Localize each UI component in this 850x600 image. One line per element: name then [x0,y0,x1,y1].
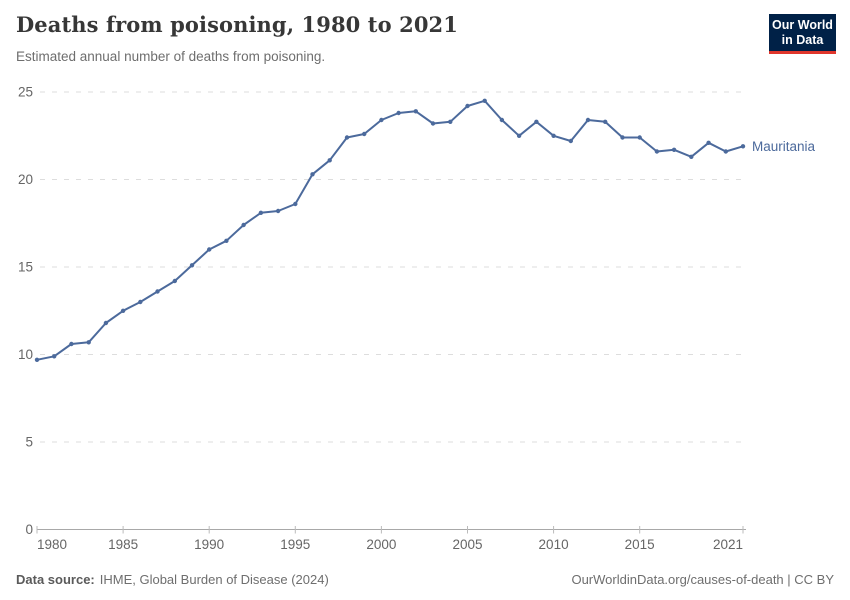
data-point [568,138,573,144]
data-point [430,121,436,126]
data-point [413,109,418,114]
data-point [671,147,677,152]
data-point [120,308,126,313]
data-point [293,201,298,207]
data-point [327,158,332,163]
data-point [138,299,143,305]
data-point [241,222,246,228]
y-tick-label: 20 [18,172,33,187]
x-tick-label: 1995 [280,537,310,552]
x-tick-label: 2010 [539,537,569,552]
data-point [189,263,195,268]
data-point [723,149,728,154]
chart-title: Deaths from poisoning, 1980 to 2021 [16,12,458,37]
data-point [86,340,91,345]
data-point [706,140,711,145]
data-point [620,135,625,140]
owid-logo-line2: in Data [781,33,824,47]
y-tick-label: 0 [25,522,33,537]
owid-logo-line1: Our World [772,18,833,32]
y-tick-label: 10 [18,347,33,362]
y-tick-label: 25 [18,85,33,100]
x-tick-label: 2000 [366,537,396,552]
data-point [585,117,591,123]
data-point [551,133,556,138]
data-point [740,144,746,149]
series-entity-label: Mauritania [752,139,816,154]
data-point [258,210,264,215]
chart-subtitle: Estimated annual number of deaths from p… [16,49,326,64]
data-point [52,354,57,359]
data-point [482,98,487,104]
chart-footer: Data source: IHME, Global Burden of Disea… [16,572,834,587]
data-point [516,133,522,138]
data-source-label: Data source: [16,572,95,587]
data-source: Data source: IHME, Global Burden of Disea… [16,572,329,587]
data-point [224,238,229,243]
data-point [310,172,315,177]
data-point [465,103,470,109]
x-tick-label: 1985 [108,537,138,552]
y-tick-label: 5 [25,435,33,450]
data-point [654,149,660,154]
data-point [379,117,384,123]
data-point [448,119,453,125]
x-tick-label: 1980 [37,537,67,552]
credit-link[interactable]: OurWorldinData.org/causes-of-death | CC … [571,572,834,587]
x-tick-label: 1990 [194,537,224,552]
x-tick-label: 2021 [713,537,743,552]
data-point [103,320,109,326]
y-tick-label: 15 [18,260,33,275]
data-point [362,131,367,137]
data-point [69,341,74,347]
x-tick-label: 2015 [625,537,655,552]
data-point [172,278,177,284]
data-point [207,247,212,252]
data-point [637,135,642,140]
data-point [689,154,694,159]
data-point [534,119,539,125]
data-point [603,119,608,125]
data-source-value: IHME, Global Burden of Disease (2024) [99,572,329,587]
x-tick-label: 2005 [452,537,482,552]
data-point [34,357,40,362]
data-point [155,289,160,294]
data-point [344,135,350,140]
data-point [275,208,281,214]
series-line [36,99,744,361]
data-point [499,117,505,123]
owid-logo[interactable]: Our World in Data [769,14,836,54]
data-point [396,110,401,116]
